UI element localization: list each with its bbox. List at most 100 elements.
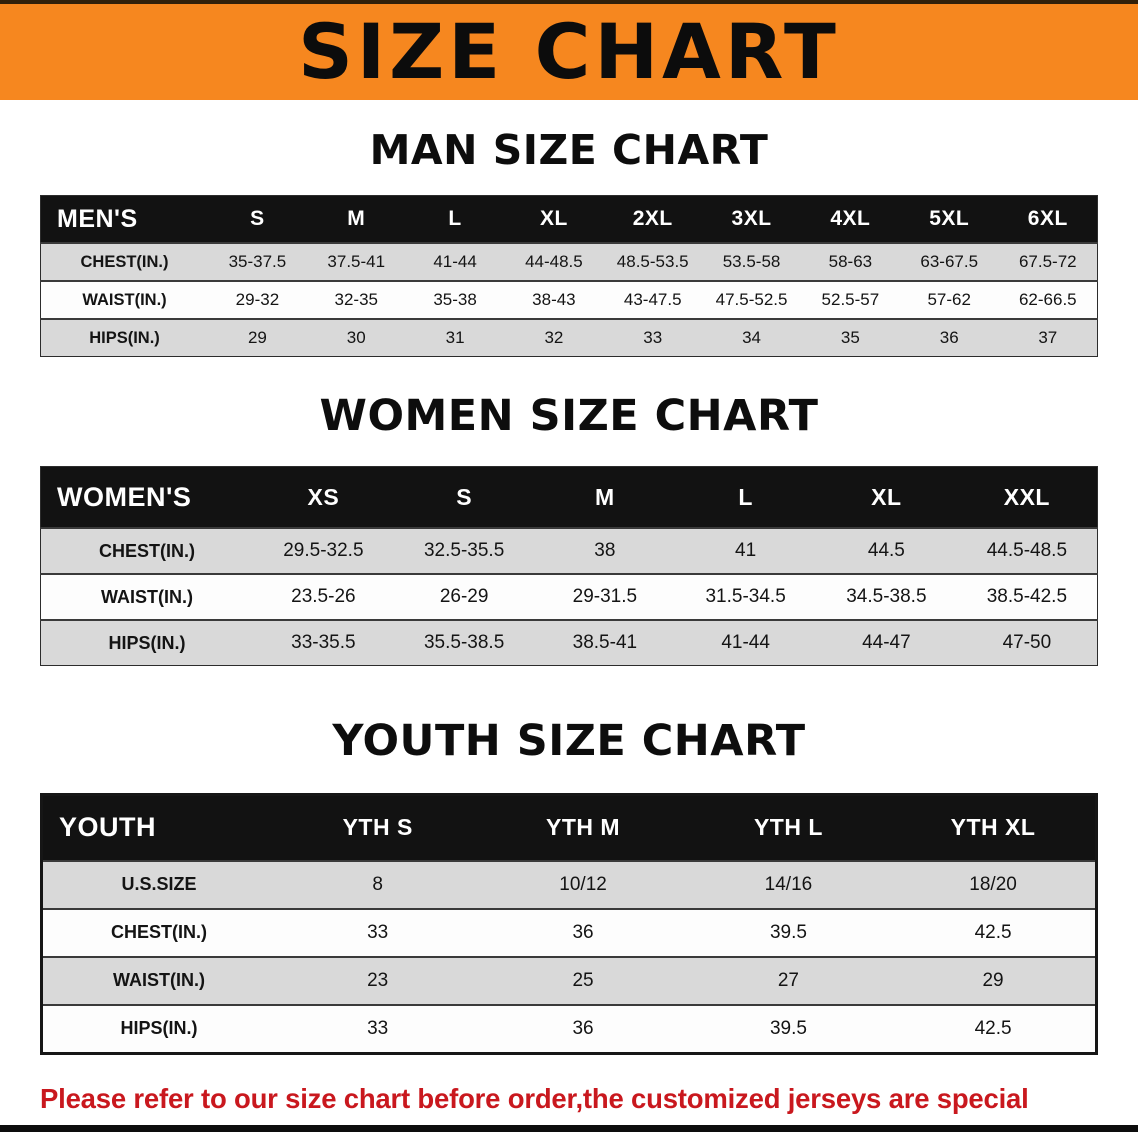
measurement-value: 43-47.5 — [603, 280, 703, 320]
measurement-value: 34.5-38.5 — [816, 573, 957, 621]
measurement-value: 67.5-72 — [998, 242, 1098, 282]
table-header-row: YOUTH YTH S YTH M YTH L YTH XL — [41, 794, 1097, 861]
youth-size-table: YOUTH YTH S YTH M YTH L YTH XL U.S.SIZE 8 10/12… — [40, 792, 1098, 1055]
measurement-value: 32.5-35.5 — [393, 527, 535, 575]
measurement-label: HIPS(IN.) — [40, 318, 208, 357]
banner: SIZE CHART — [0, 0, 1138, 100]
youth-size-section: YOUTH SIZE CHART YOUTH YTH S YTH M YTH L YTH… — [0, 716, 1138, 1055]
measurement-value: 29-31.5 — [534, 573, 676, 621]
size-column-header: M — [306, 195, 406, 244]
measurement-value: 34 — [702, 318, 801, 357]
measurement-value: 39.5 — [685, 1003, 892, 1054]
measurement-value: 35-38 — [405, 280, 505, 320]
measurement-value: 42.5 — [891, 1003, 1097, 1054]
measurement-value: 23.5-26 — [253, 573, 394, 621]
size-column-header: 3XL — [702, 195, 801, 244]
size-column-header: L — [405, 195, 505, 244]
measurement-value: 29.5-32.5 — [253, 527, 394, 575]
table-corner-label: WOMEN'S — [40, 466, 253, 529]
measurement-row: HIPS(IN.) 33-35.5 35.5-38.5 38.5-41 41-44 44-… — [40, 619, 1098, 666]
measurement-value: 32 — [504, 318, 604, 357]
measurement-value: 36 — [480, 907, 686, 957]
men-size-table: MEN'S S M L XL 2XL 3XL 4XL 5XL 6XL CHEST(IN.) 35-37… — [40, 195, 1098, 358]
measurement-label: U.S.SIZE — [41, 859, 275, 909]
measurement-value: 53.5-58 — [702, 242, 801, 282]
measurement-value: 8 — [275, 859, 481, 909]
women-size-table: WOMEN'S XS S M L XL XXL CHEST(IN.) 29.5-32.5 32.5… — [40, 466, 1098, 667]
size-column-header: L — [675, 466, 816, 529]
measurement-value: 23 — [275, 955, 481, 1005]
size-column-header: 4XL — [800, 195, 900, 244]
measurement-row: CHEST(IN.) 29.5-32.5 32.5-35.5 38 41 44.5 44.5… — [40, 527, 1098, 575]
measurement-value: 29-32 — [208, 280, 307, 320]
measurement-value: 48.5-53.5 — [603, 242, 703, 282]
men-size-section: MAN SIZE CHART MEN'S S M L XL 2XL 3XL 4XL 5XL 6XL… — [0, 127, 1138, 358]
table-corner-label: MEN'S — [40, 195, 208, 244]
measurement-value: 38-43 — [504, 280, 604, 320]
measurement-value: 44.5 — [816, 527, 957, 575]
bottom-border-bar — [0, 1125, 1138, 1132]
measurement-value: 29 — [891, 955, 1097, 1005]
measurement-value: 32-35 — [306, 280, 406, 320]
measurement-label: HIPS(IN.) — [40, 619, 253, 666]
measurement-value: 25 — [480, 955, 686, 1005]
size-column-header: YTH L — [685, 794, 892, 861]
measurement-row: HIPS(IN.) 33 36 39.5 42.5 — [41, 1003, 1097, 1054]
measurement-value: 33-35.5 — [253, 619, 394, 666]
measurement-row: CHEST(IN.) 33 36 39.5 42.5 — [41, 907, 1097, 957]
measurement-value: 44-47 — [816, 619, 957, 666]
table-corner-label: YOUTH — [41, 794, 275, 861]
measurement-row: WAIST(IN.) 29-32 32-35 35-38 38-43 43-47.5 47.… — [40, 280, 1098, 320]
women-size-section: WOMEN SIZE CHART WOMEN'S XS S M L XL XXL CHEST(… — [0, 391, 1138, 667]
measurement-value: 38.5-41 — [534, 619, 676, 666]
size-column-header: 5XL — [899, 195, 999, 244]
measurement-value: 47-50 — [956, 619, 1098, 666]
table-header-row: WOMEN'S XS S M L XL XXL — [40, 466, 1098, 529]
measurement-value: 41-44 — [675, 619, 816, 666]
measurement-value: 42.5 — [891, 907, 1097, 957]
measurement-label: WAIST(IN.) — [40, 573, 253, 621]
measurement-value: 27 — [685, 955, 892, 1005]
measurement-value: 58-63 — [800, 242, 900, 282]
measurement-row: WAIST(IN.) 23.5-26 26-29 29-31.5 31.5-34.5 34… — [40, 573, 1098, 621]
measurement-value: 35.5-38.5 — [393, 619, 535, 666]
measurement-value: 47.5-52.5 — [702, 280, 801, 320]
measurement-value: 29 — [208, 318, 307, 357]
measurement-value: 62-66.5 — [998, 280, 1098, 320]
measurement-value: 18/20 — [891, 859, 1097, 909]
measurement-value: 33 — [275, 1003, 481, 1054]
measurement-value: 35-37.5 — [208, 242, 307, 282]
measurement-value: 44-48.5 — [504, 242, 604, 282]
women-size-chart-heading: WOMEN SIZE CHART — [319, 391, 819, 442]
measurement-label: WAIST(IN.) — [41, 955, 275, 1005]
size-column-header: XXL — [956, 466, 1098, 529]
measurement-value: 33 — [603, 318, 703, 357]
size-column-header: YTH M — [480, 794, 686, 861]
measurement-row: U.S.SIZE 8 10/12 14/16 18/20 — [41, 859, 1097, 909]
measurement-value: 36 — [899, 318, 999, 357]
size-column-header: 6XL — [998, 195, 1098, 244]
measurement-label: WAIST(IN.) — [40, 280, 208, 320]
measurement-row: HIPS(IN.) 29 30 31 32 33 34 35 36 37 — [40, 318, 1098, 357]
measurement-value: 38.5-42.5 — [956, 573, 1098, 621]
size-column-header: S — [208, 195, 307, 244]
measurement-value: 35 — [800, 318, 900, 357]
measurement-value: 52.5-57 — [800, 280, 900, 320]
measurement-value: 36 — [480, 1003, 686, 1054]
size-column-header: 2XL — [603, 195, 703, 244]
measurement-value: 31 — [405, 318, 505, 357]
measurement-value: 57-62 — [899, 280, 999, 320]
size-column-header: YTH XL — [891, 794, 1097, 861]
measurement-value: 10/12 — [480, 859, 686, 909]
measurement-value: 38 — [534, 527, 676, 575]
size-column-header: XL — [504, 195, 604, 244]
measurement-row: CHEST(IN.) 35-37.5 37.5-41 41-44 44-48.5 48.5… — [40, 242, 1098, 282]
size-column-header: YTH S — [275, 794, 481, 861]
measurement-value: 14/16 — [685, 859, 892, 909]
youth-size-chart-heading: YOUTH SIZE CHART — [332, 716, 806, 767]
measurement-label: CHEST(IN.) — [40, 242, 208, 282]
measurement-value: 44.5-48.5 — [956, 527, 1098, 575]
measurement-value: 41 — [675, 527, 816, 575]
size-column-header: M — [534, 466, 676, 529]
